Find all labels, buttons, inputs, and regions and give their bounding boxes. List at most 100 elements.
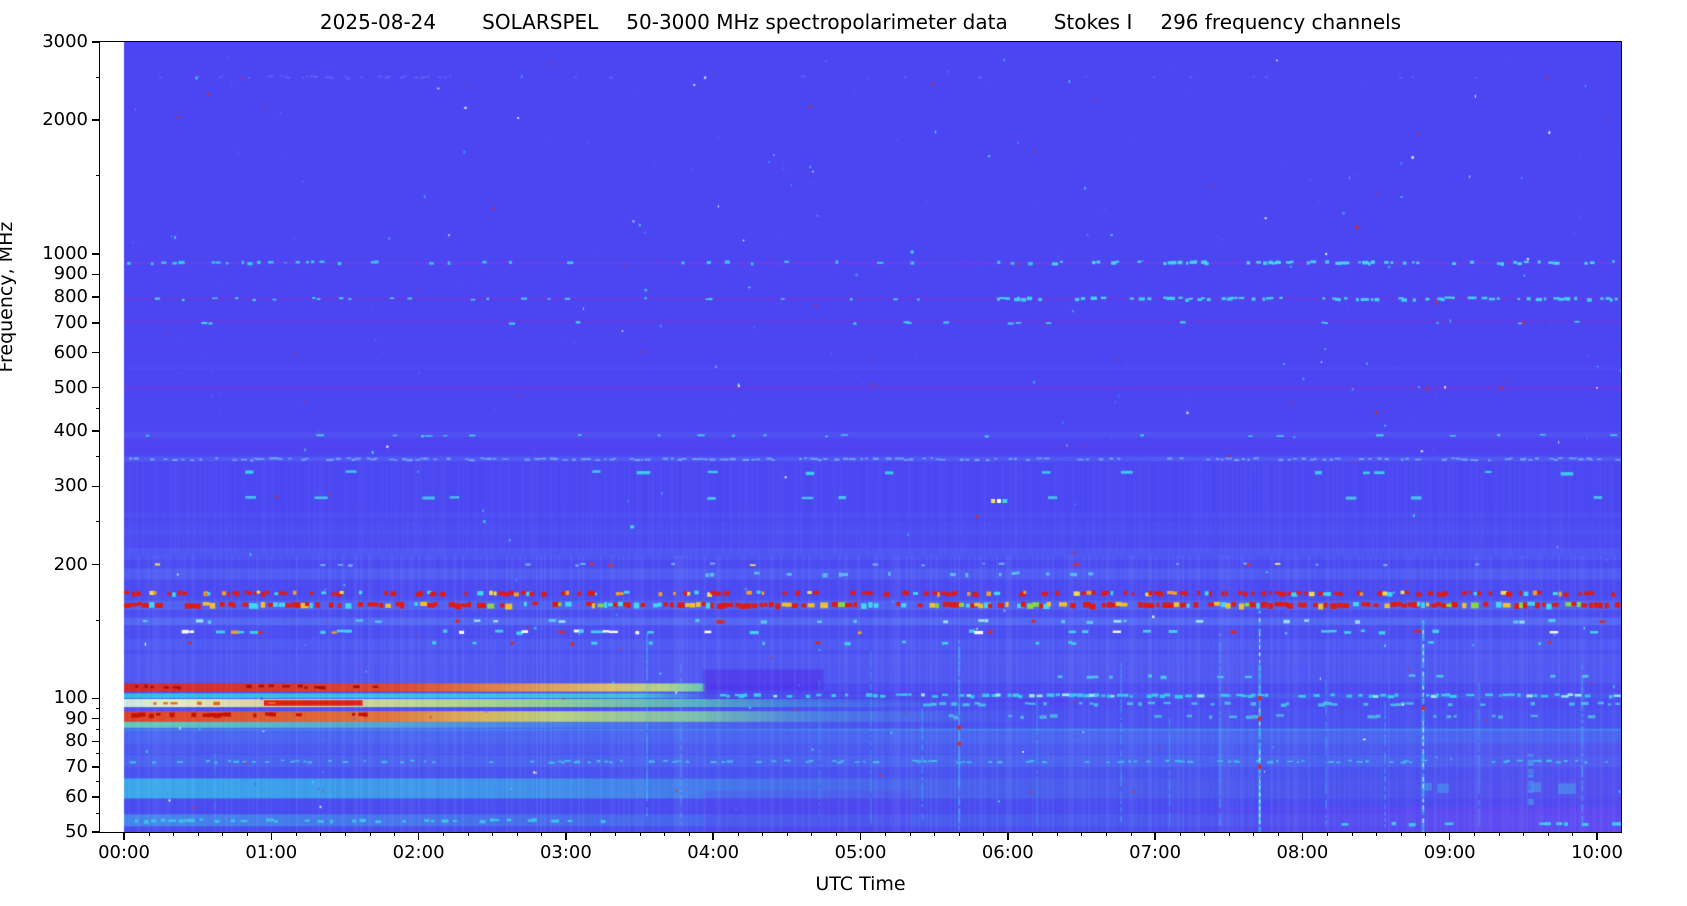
x-minor-tick: [148, 832, 150, 836]
x-minor-tick: [1081, 832, 1083, 836]
x-tick-label: 03:00: [539, 842, 592, 863]
y-tick-label: 2000: [42, 109, 88, 131]
x-minor-tick: [1056, 832, 1058, 836]
x-minor-tick: [173, 832, 175, 836]
y-tick-label: 700: [53, 311, 88, 333]
y-major-tick: [92, 296, 100, 298]
x-minor-tick: [664, 832, 666, 836]
y-major-tick: [92, 831, 100, 833]
y-tick-label: 3000: [42, 31, 88, 52]
x-tick-label: 10:00: [1571, 842, 1623, 863]
y-tick-label: 100: [53, 687, 88, 709]
x-minor-tick: [1474, 832, 1476, 836]
y-tick-label: 90: [65, 707, 88, 729]
y-minor-tick: [96, 175, 100, 177]
y-tick-label: 800: [53, 286, 88, 308]
y-tick-label: 80: [65, 730, 88, 752]
x-minor-tick: [811, 832, 813, 836]
x-minor-tick: [1400, 832, 1402, 836]
plot-title: 2025-08-24 SOLARSPEL 50-3000 MHz spectro…: [100, 10, 1621, 34]
y-tick-label: 70: [65, 756, 88, 778]
x-minor-tick: [688, 832, 690, 836]
x-minor-tick: [1130, 832, 1132, 836]
y-major-tick: [92, 740, 100, 743]
x-minor-tick: [590, 832, 592, 836]
y-tick-label: 60: [65, 785, 88, 807]
x-minor-tick: [295, 832, 297, 836]
y-tick-label: 50: [65, 821, 88, 842]
x-minor-tick: [541, 832, 543, 836]
x-minor-tick: [983, 832, 985, 836]
y-major-tick: [92, 430, 100, 432]
x-minor-tick: [1032, 832, 1034, 836]
x-tick-label: 05:00: [834, 842, 887, 863]
x-minor-tick: [344, 832, 346, 836]
x-major-tick: [1007, 832, 1009, 840]
y-minor-tick: [96, 619, 100, 621]
y-minor-tick: [96, 753, 100, 755]
x-tick-label: 02:00: [392, 842, 445, 863]
x-minor-tick: [492, 832, 494, 836]
x-minor-tick: [1523, 832, 1525, 836]
y-minor-tick: [96, 729, 100, 731]
title-date: 2025-08-24: [319, 10, 437, 34]
x-minor-tick: [934, 832, 936, 836]
title-description: 50-3000 MHz spectropolarimeter data: [626, 10, 1008, 34]
y-tick-label: 200: [53, 553, 88, 575]
x-minor-tick: [443, 832, 445, 836]
x-major-tick: [712, 832, 714, 840]
y-major-tick: [92, 563, 100, 566]
x-major-tick: [270, 832, 273, 840]
y-tick-label: 300: [53, 475, 88, 497]
y-tick-label: 400: [53, 419, 88, 441]
x-tick-label: 09:00: [1423, 842, 1476, 863]
x-tick-label: 00:00: [98, 842, 150, 863]
x-minor-tick: [197, 832, 199, 836]
y-major-tick: [92, 351, 100, 354]
x-minor-tick: [1425, 832, 1427, 836]
y-major-tick: [92, 253, 100, 255]
x-major-tick: [859, 832, 862, 840]
x-major-tick: [1596, 832, 1598, 840]
x-minor-tick: [885, 832, 887, 836]
y-minor-tick: [96, 813, 100, 815]
x-tick-label: 07:00: [1129, 842, 1182, 863]
x-minor-tick: [1106, 832, 1108, 836]
x-major-tick: [565, 832, 567, 840]
y-minor-tick: [96, 76, 100, 78]
x-minor-tick: [1547, 832, 1549, 836]
y-major-tick: [92, 273, 100, 276]
y-major-tick: [92, 697, 100, 699]
spectrogram-canvas: [100, 42, 1621, 832]
x-minor-tick: [958, 832, 960, 836]
title-stokes: Stokes I: [1053, 10, 1133, 34]
x-tick-label: 04:00: [687, 842, 740, 863]
y-tick-label: 500: [53, 376, 88, 398]
x-minor-tick: [1326, 832, 1328, 836]
x-minor-tick: [639, 832, 641, 836]
x-minor-tick: [1277, 832, 1279, 836]
x-tick-label: 01:00: [245, 842, 298, 863]
x-minor-tick: [909, 832, 911, 836]
x-minor-tick: [1179, 832, 1181, 836]
y-minor-tick: [96, 407, 100, 409]
x-minor-tick: [762, 832, 764, 836]
title-channels: 296 frequency channels: [1160, 10, 1402, 34]
plot-border: [98, 40, 1622, 833]
x-major-tick: [1154, 832, 1156, 840]
title-instrument: SOLARSPEL: [482, 10, 599, 34]
x-axis-label: UTC Time: [815, 873, 906, 895]
x-minor-tick: [1204, 832, 1206, 836]
y-major-tick: [92, 119, 100, 121]
y-minor-tick: [96, 780, 100, 782]
y-major-tick: [92, 41, 100, 43]
x-major-tick: [417, 832, 420, 840]
y-major-tick: [92, 766, 100, 768]
y-minor-tick: [96, 456, 100, 458]
x-minor-tick: [1228, 832, 1230, 836]
x-minor-tick: [1351, 832, 1353, 836]
x-minor-tick: [394, 832, 396, 836]
x-minor-tick: [835, 832, 837, 836]
y-major-tick: [92, 386, 100, 389]
y-minor-tick: [96, 520, 100, 522]
